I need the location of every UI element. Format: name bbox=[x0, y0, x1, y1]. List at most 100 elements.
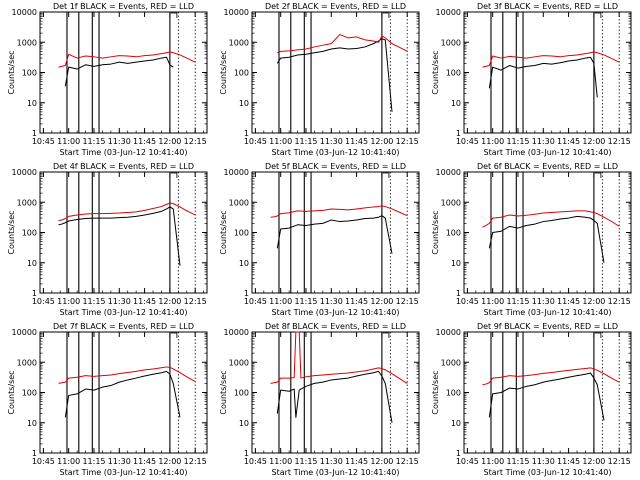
y-tick-label: 10 bbox=[239, 419, 249, 428]
y-tick-label: 10000 bbox=[224, 328, 249, 337]
x-tick-label: 11:45 bbox=[557, 457, 580, 466]
x-tick-label: 12:00 bbox=[370, 457, 393, 466]
y-axis-label: Counts/sec bbox=[219, 370, 228, 414]
events-series-line bbox=[488, 215, 605, 263]
detector-panel-1: Det 1f BLACK = Events, RED = LLD 1 10 100 10… bbox=[7, 2, 208, 157]
x-tick-label: 11:30 bbox=[108, 457, 131, 466]
events-series-line bbox=[488, 372, 605, 421]
y-tick-label: 10000 bbox=[12, 8, 37, 17]
panel-title: Det 5f BLACK = Events, RED = LLD bbox=[265, 162, 406, 171]
x-tick-label: 12:15 bbox=[396, 137, 419, 146]
events-series-line bbox=[58, 206, 181, 266]
y-tick-label: 1000 bbox=[229, 198, 249, 207]
x-tick-label: 12:00 bbox=[370, 137, 393, 146]
x-tick-label: 11:00 bbox=[269, 137, 292, 146]
x-axis-label: Start Time (03-Jun-12 10:41:40) bbox=[484, 148, 612, 157]
plot-frame bbox=[251, 331, 420, 454]
events-series-line bbox=[64, 370, 181, 418]
detector-panel-4: Det 4f BLACK = Events, RED = LLD 1 10 100 10… bbox=[7, 162, 208, 317]
x-tick-label: 10:45 bbox=[456, 297, 479, 306]
events-series-line bbox=[276, 215, 393, 254]
x-tick-label: 12:15 bbox=[608, 137, 631, 146]
y-tick-label: 100 bbox=[22, 229, 37, 238]
panel-title: Det 8f BLACK = Events, RED = LLD bbox=[265, 322, 406, 331]
plot-frame bbox=[251, 11, 420, 134]
x-tick-label: 12:00 bbox=[158, 137, 181, 146]
y-tick-label: 100 bbox=[446, 229, 461, 238]
x-tick-label: 11:30 bbox=[108, 297, 131, 306]
y-tick-label: 100 bbox=[22, 69, 37, 78]
x-tick-label: 12:00 bbox=[158, 457, 181, 466]
marker-tab bbox=[594, 332, 602, 338]
x-tick-label: 11:45 bbox=[133, 137, 156, 146]
marker-tab bbox=[594, 172, 602, 178]
x-tick-label: 10:45 bbox=[32, 297, 55, 306]
y-axis-label: Counts/sec bbox=[219, 210, 228, 254]
y-tick-label: 1000 bbox=[441, 38, 461, 47]
lld-series-line bbox=[58, 51, 196, 68]
marker-tab bbox=[170, 12, 178, 18]
x-tick-label: 11:00 bbox=[57, 457, 80, 466]
x-tick-label: 12:15 bbox=[184, 457, 207, 466]
detector-panel-9: Det 9f BLACK = Events, RED = LLD 1 10 100 10… bbox=[431, 322, 632, 477]
y-tick-label: 10000 bbox=[224, 168, 249, 177]
y-tick-label: 10 bbox=[27, 259, 37, 268]
x-tick-label: 12:15 bbox=[608, 297, 631, 306]
detector-panel-5: Det 5f BLACK = Events, RED = LLD 1 10 100 10… bbox=[219, 162, 420, 317]
y-tick-label: 1000 bbox=[441, 358, 461, 367]
y-tick-label: 1 bbox=[32, 289, 37, 298]
x-axis-label: Start Time (03-Jun-12 10:41:40) bbox=[272, 148, 400, 157]
x-tick-label: 12:15 bbox=[396, 457, 419, 466]
marker-tab bbox=[170, 332, 178, 338]
events-series-line bbox=[64, 56, 174, 87]
marker-tab bbox=[382, 172, 390, 178]
x-tick-label: 10:45 bbox=[456, 457, 479, 466]
panel-title: Det 4f BLACK = Events, RED = LLD bbox=[53, 162, 194, 171]
y-tick-label: 100 bbox=[22, 389, 37, 398]
y-axis-label: Counts/sec bbox=[7, 50, 16, 94]
x-axis-label: Start Time (03-Jun-12 10:41:40) bbox=[60, 468, 188, 477]
x-tick-label: 11:00 bbox=[481, 297, 504, 306]
lld-series-line bbox=[482, 210, 620, 228]
x-axis-label: Start Time (03-Jun-12 10:41:40) bbox=[272, 468, 400, 477]
x-tick-label: 11:00 bbox=[481, 137, 504, 146]
y-tick-label: 1 bbox=[32, 449, 37, 458]
plot-frame bbox=[463, 11, 632, 134]
y-tick-label: 100 bbox=[446, 69, 461, 78]
marker-tab bbox=[382, 332, 390, 338]
x-axis-label: Start Time (03-Jun-12 10:41:40) bbox=[60, 308, 188, 317]
y-tick-label: 10 bbox=[27, 99, 37, 108]
x-tick-label: 11:15 bbox=[82, 457, 105, 466]
x-tick-label: 11:30 bbox=[320, 457, 343, 466]
y-tick-label: 10 bbox=[451, 99, 461, 108]
panel-title: Det 1f BLACK = Events, RED = LLD bbox=[53, 2, 194, 11]
panel-title: Det 2f BLACK = Events, RED = LLD bbox=[265, 2, 406, 11]
x-tick-label: 12:00 bbox=[158, 297, 181, 306]
x-axis-label: Start Time (03-Jun-12 10:41:40) bbox=[484, 468, 612, 477]
y-axis-label: Counts/sec bbox=[431, 210, 440, 254]
x-tick-label: 11:45 bbox=[133, 457, 156, 466]
x-tick-label: 11:15 bbox=[294, 297, 317, 306]
x-tick-label: 12:15 bbox=[608, 457, 631, 466]
x-tick-label: 11:00 bbox=[57, 297, 80, 306]
plot-frame bbox=[39, 11, 208, 134]
y-tick-label: 100 bbox=[234, 69, 249, 78]
y-tick-label: 1 bbox=[456, 289, 461, 298]
y-tick-label: 1 bbox=[244, 129, 249, 138]
x-axis-label: Start Time (03-Jun-12 10:41:40) bbox=[484, 308, 612, 317]
detector-panel-2: Det 2f BLACK = Events, RED = LLD 1 10 100 10… bbox=[219, 2, 420, 157]
x-tick-label: 11:15 bbox=[506, 457, 529, 466]
x-tick-label: 11:45 bbox=[345, 137, 368, 146]
detector-panel-8: Det 8f BLACK = Events, RED = LLD 1 10 100 10… bbox=[219, 322, 420, 477]
y-tick-label: 10000 bbox=[12, 328, 37, 337]
detector-panel-7: Det 7f BLACK = Events, RED = LLD 1 10 100 10… bbox=[7, 322, 208, 477]
x-tick-label: 11:45 bbox=[557, 297, 580, 306]
x-tick-label: 12:15 bbox=[184, 137, 207, 146]
x-tick-label: 12:00 bbox=[582, 137, 605, 146]
y-axis-label: Counts/sec bbox=[7, 210, 16, 254]
y-tick-label: 10 bbox=[451, 419, 461, 428]
lld-series-line bbox=[270, 205, 408, 218]
x-tick-label: 11:00 bbox=[57, 137, 80, 146]
y-axis-label: Counts/sec bbox=[219, 50, 228, 94]
